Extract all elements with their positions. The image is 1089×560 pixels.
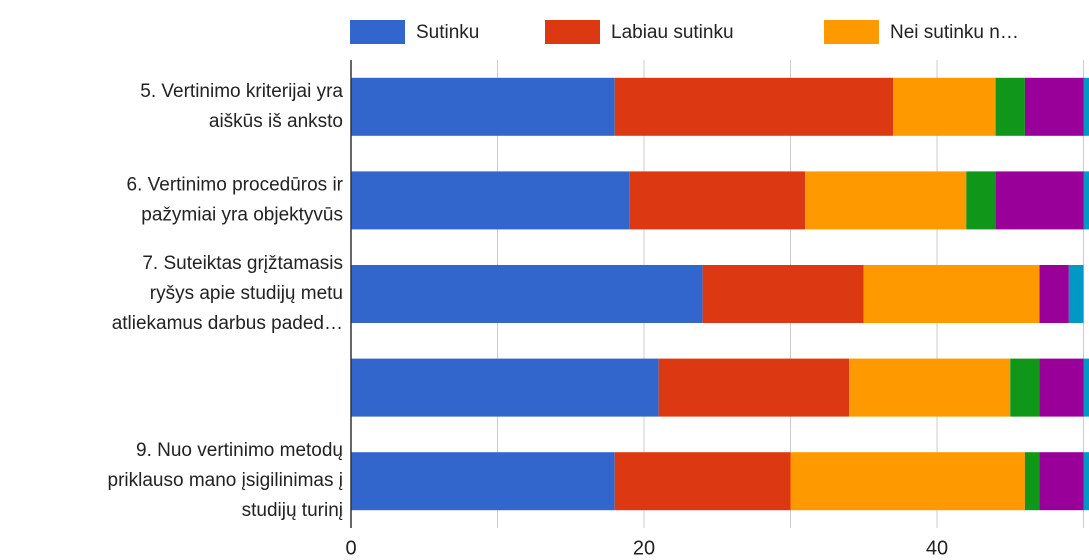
bar-segment [351,452,615,511]
x-tick-label: 20 [633,537,655,559]
bar-segment [1083,358,1089,417]
legend-swatch [350,20,405,44]
bar-segment [1039,452,1084,511]
category-label: 9. Nuo vertinimo metodų [136,440,343,461]
bar-segment [1083,452,1089,511]
category-label: 7. Suteiktas grįžtamasis [142,253,343,274]
bar-segment [702,265,864,323]
bar-segment [805,171,967,230]
bar-segment [790,452,1025,511]
bar-segment [966,171,996,230]
category-label: studijų turinį [242,500,343,521]
category-label: priklauso mano įsigilinimas į [108,470,343,491]
legend-label: Nei sutinku n… [890,22,1019,43]
legend-swatch [545,20,600,44]
bar-segment [1068,265,1084,323]
bar-segment [1083,77,1089,136]
category-label: pažymiai yra objektyvūs [141,204,343,225]
bar-segment [1039,358,1084,417]
bar-segment [351,358,659,417]
bar-segment [658,358,850,417]
bar-segment [1039,265,1069,323]
x-tick-label: 40 [926,537,948,559]
legend-label: Labiau sutinku [611,22,734,43]
bar-segment [995,171,1084,230]
x-tick-label: 0 [345,537,356,559]
legend-label: Sutinku [416,22,479,43]
bar-segment [351,265,703,323]
bar-segment [863,265,1040,323]
bar-segment [1083,171,1089,230]
category-label: ryšys apie studijų metu [150,283,343,304]
bar-segment [1024,77,1084,136]
bar-segment [629,171,806,230]
bar-segment [351,77,615,136]
bar-segment [1010,358,1040,417]
bar-segment [995,77,1025,136]
legend-swatch [824,20,879,44]
bar-segment [614,77,894,136]
category-label: 6. Vertinimo procedūros ir [127,174,344,195]
bar-segment [1024,452,1040,511]
bar-segment [614,452,791,511]
bar-segment [893,77,996,136]
bar-segment [849,358,1011,417]
bar-segment [351,171,630,230]
category-label: aiškūs iš anksto [209,111,343,132]
category-label: 5. Vertinimo kriterijai yra [140,81,343,102]
category-label: atliekamus darbus paded… [112,313,343,334]
